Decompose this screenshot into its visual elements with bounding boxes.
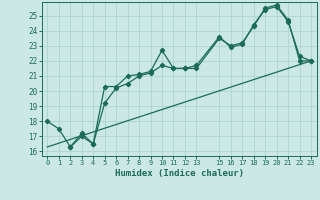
X-axis label: Humidex (Indice chaleur): Humidex (Indice chaleur) [115, 169, 244, 178]
